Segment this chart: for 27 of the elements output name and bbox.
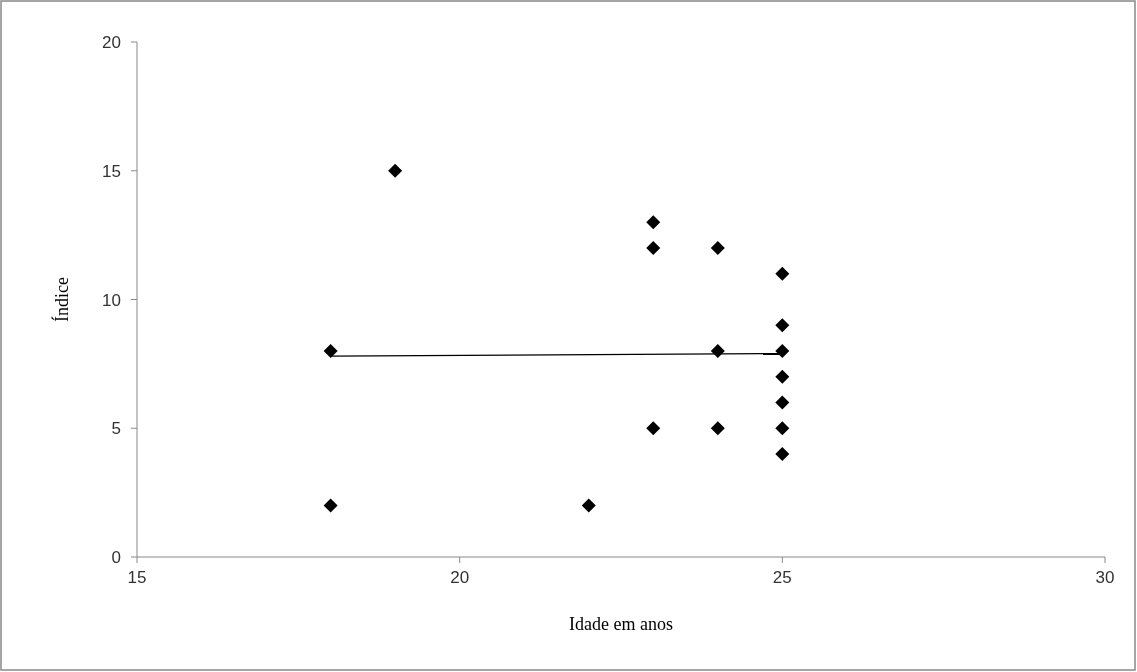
point bbox=[775, 344, 790, 358]
point bbox=[775, 266, 790, 281]
point bbox=[581, 498, 596, 513]
x-tick-label: 15 bbox=[127, 568, 147, 587]
x-tick-label: 25 bbox=[772, 568, 792, 587]
point bbox=[646, 241, 661, 255]
point bbox=[646, 421, 661, 436]
x-axis-title: Idade em anos bbox=[569, 614, 673, 634]
point bbox=[323, 498, 338, 513]
y-tick-label: 20 bbox=[102, 33, 121, 52]
point bbox=[775, 369, 790, 384]
point bbox=[775, 447, 790, 461]
point bbox=[710, 241, 725, 255]
y-tick-label: 15 bbox=[102, 161, 121, 181]
point bbox=[710, 421, 725, 436]
x-tick-label: 20 bbox=[450, 568, 470, 587]
y-tick-label: 10 bbox=[102, 290, 121, 310]
point bbox=[775, 318, 790, 333]
point bbox=[388, 163, 403, 178]
point bbox=[323, 344, 338, 358]
x-tick-label: 30 bbox=[1095, 568, 1115, 587]
y-tick-label: 5 bbox=[111, 419, 121, 439]
point bbox=[775, 395, 790, 410]
y-tick-label: 0 bbox=[111, 548, 121, 567]
point bbox=[775, 421, 790, 436]
y-axis-title: Índice bbox=[51, 277, 72, 322]
point bbox=[646, 215, 661, 230]
